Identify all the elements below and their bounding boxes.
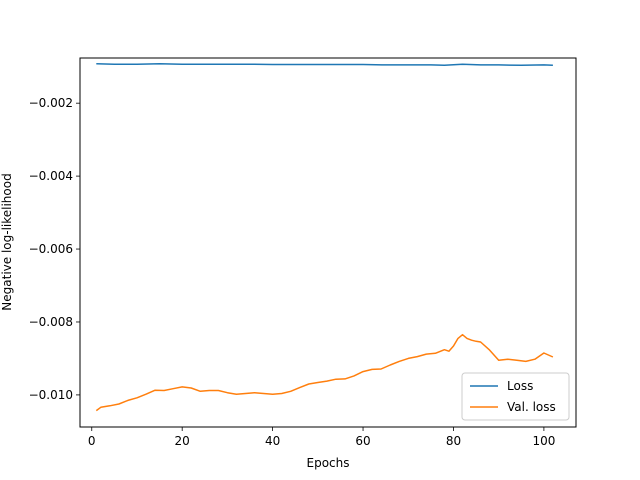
- legend: Loss Val. loss: [461, 372, 570, 421]
- y-axis-label: Negative log-likelihood: [0, 173, 14, 310]
- x-axis-label: Epochs: [307, 456, 350, 470]
- y-tick-label: −0.008: [29, 315, 73, 329]
- x-tick-label: 40: [265, 434, 280, 448]
- x-tick-label: 60: [355, 434, 370, 448]
- y-tick-label: −0.006: [29, 242, 73, 256]
- y-tick-label: −0.002: [29, 96, 73, 110]
- y-tick-label: −0.010: [29, 388, 73, 402]
- x-tick-label: 80: [446, 434, 461, 448]
- legend-label-loss: Loss: [507, 379, 533, 393]
- series-line-loss: [96, 63, 553, 67]
- legend-label-val-loss: Val. loss: [507, 400, 556, 414]
- y-tick-label: −0.004: [29, 169, 73, 183]
- legend-box: [461, 372, 570, 421]
- x-tick-label: 20: [175, 434, 190, 448]
- x-tick-label: 100: [532, 434, 555, 448]
- series-line-val-loss: [95, 333, 554, 412]
- plot-frame: [79, 57, 577, 428]
- x-tick-label: 0: [88, 434, 96, 448]
